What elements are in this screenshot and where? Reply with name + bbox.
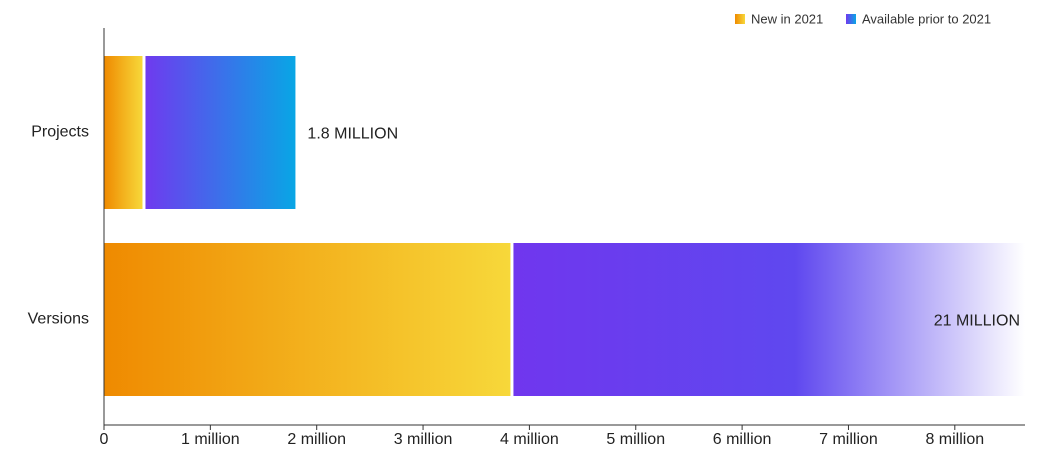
x-tick-label: 6 million <box>713 431 772 448</box>
bar-segment <box>104 56 143 209</box>
x-tick-label: 1 million <box>181 431 240 448</box>
x-tick-label: 0 <box>100 431 109 448</box>
x-tick-label: 7 million <box>819 431 878 448</box>
x-tick-label: 5 million <box>606 431 665 448</box>
y-tick-label: Projects <box>31 124 89 141</box>
legend-text: Available prior to 2021 <box>862 11 991 26</box>
legend-text: New in 2021 <box>751 11 823 26</box>
x-tick-label: 3 million <box>394 431 453 448</box>
x-tick-label: 8 million <box>925 431 984 448</box>
legend-swatch <box>735 14 745 24</box>
bar-segment <box>145 56 296 209</box>
total-label: 21 MILLION <box>934 313 1020 330</box>
y-tick-label: Versions <box>28 311 89 328</box>
bar-segment <box>104 243 511 396</box>
x-tick-label: 2 million <box>287 431 346 448</box>
legend-swatch <box>846 14 856 24</box>
total-label: 1.8 MILLION <box>307 126 398 143</box>
bar-segment <box>513 243 1025 396</box>
x-tick-label: 4 million <box>500 431 559 448</box>
